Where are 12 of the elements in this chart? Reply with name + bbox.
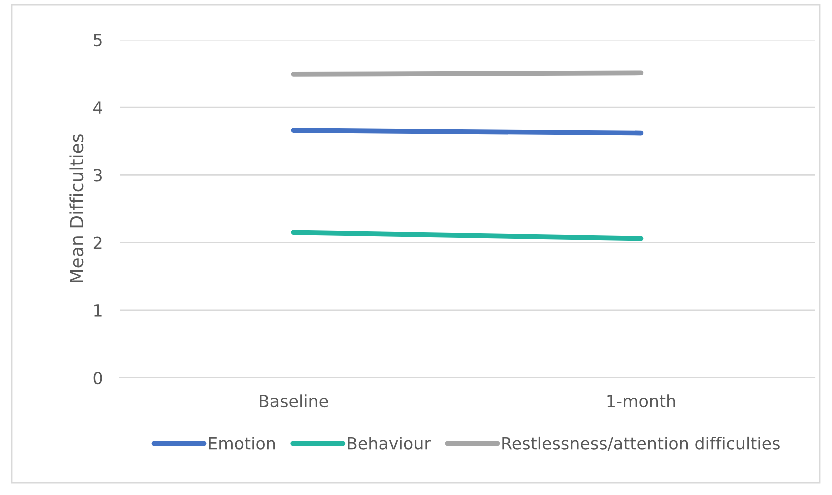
- legend-label: Behaviour: [348, 436, 432, 450]
- x-tick-label: 1-month: [608, 394, 676, 408]
- legend-label: Restlessness/attention difficulties: [502, 436, 780, 452]
- y-tick-label: 4: [94, 102, 102, 114]
- y-tick-label: 0: [94, 372, 102, 385]
- x-tick-label: Baseline: [260, 394, 328, 408]
- y-tick-label: 5: [94, 34, 102, 47]
- legend-label: Emotion: [209, 436, 276, 450]
- y-tick-label: 1: [94, 304, 102, 317]
- y-tick-label: 2: [94, 236, 102, 250]
- y-tick-label: 3: [94, 169, 102, 182]
- y-axis-title: Mean Difficulties: [70, 134, 84, 283]
